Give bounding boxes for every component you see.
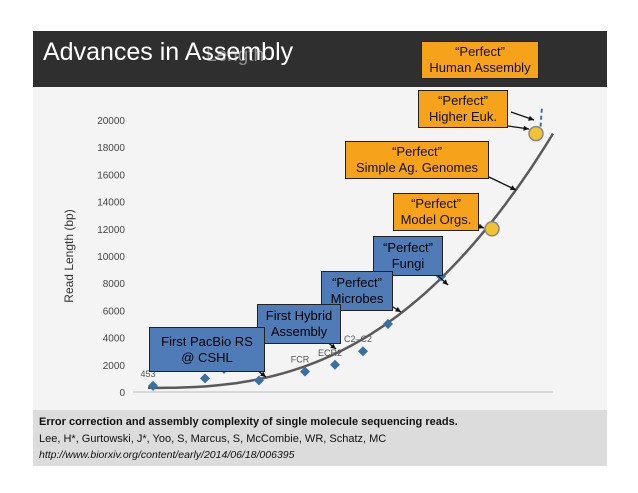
callout-line: “Perfect” — [455, 44, 505, 59]
callout-line: “Perfect” — [411, 196, 461, 211]
data-point-diamond — [358, 346, 368, 357]
data-point-diamond — [300, 366, 310, 377]
y-tick-label: 8000 — [103, 279, 126, 290]
callout-arrowhead — [523, 125, 529, 131]
citation-authors: Lee, H*, Gurtowski, J*, Yoo, S, Marcus, … — [39, 433, 387, 445]
data-point-diamond — [148, 380, 158, 391]
data-point-label: FCR — [291, 355, 310, 365]
callout-line: Higher Euk. — [429, 109, 497, 124]
data-point-label: 453 — [140, 369, 155, 379]
y-axis-title: Read Length (bp) — [62, 209, 76, 302]
callout-line: Microbes — [330, 291, 384, 306]
callout-line: Fungi — [391, 256, 425, 271]
callout-arrowhead — [330, 343, 336, 349]
projection-marker — [528, 125, 544, 142]
callout-line: Human Assembly — [429, 60, 531, 75]
callout-line: Model Orgs. — [400, 212, 472, 227]
callout-line: “Perfect” — [383, 240, 433, 255]
callout-first-pacbio-rs: First PacBio RS @ CSHL — [149, 327, 265, 372]
y-tick-label: 14000 — [97, 198, 125, 209]
read-length-chart: Read Length (bp) 0 2000 4000 6000 8000 10000 12… — [62, 106, 555, 399]
citation-title: Error correction and assembly complexity… — [39, 416, 458, 428]
callout-arrowhead — [260, 371, 266, 377]
data-point-label: ECR2 — [318, 348, 342, 358]
data-point-label: C2–C2 — [344, 334, 372, 344]
callout-model-organisms: “Perfect” Model Orgs. — [393, 193, 479, 231]
data-point-diamond — [383, 319, 393, 329]
callout-line: Simple Ag. Genomes — [355, 160, 479, 175]
y-tick-label: 12000 — [97, 225, 125, 236]
callout-first-hybrid-assembly: First Hybrid Assembly — [257, 304, 341, 344]
callout-fungi: “Perfect” Fungi — [373, 236, 443, 276]
projection-marker — [484, 221, 500, 237]
slide-title: Advances in Assembly — [43, 38, 294, 66]
callout-arrowhead — [478, 223, 484, 229]
y-tick-label: 18000 — [97, 143, 125, 154]
callout-simple-ag-genomes: “Perfect” Simple Ag. Genomes — [345, 141, 489, 179]
callout-arrowhead — [395, 306, 401, 312]
y-tick-label: 10000 — [97, 252, 125, 263]
y-tick-label: 20000 — [97, 116, 125, 127]
data-point-diamond — [254, 375, 264, 386]
y-tick-label: 4000 — [103, 334, 126, 345]
callout-higher-eukaryotes: “Perfect” Higher Euk. — [418, 90, 508, 128]
y-tick-label: 2000 — [103, 361, 126, 372]
callout-arrowhead — [442, 279, 448, 285]
callout-line: First Hybrid — [265, 308, 333, 323]
projection-dash — [539, 106, 543, 134]
callout-line: “Perfect” — [392, 144, 442, 159]
callout-human-assembly: “Perfect” Human Assembly — [421, 41, 539, 79]
y-tick-label: 6000 — [103, 306, 126, 317]
callout-arrowhead — [528, 115, 534, 121]
callout-line: @ CSHL — [181, 349, 233, 365]
callout-line: “Perfect” — [332, 275, 382, 290]
callout-arrowhead — [510, 185, 516, 190]
callout-line: “Perfect” — [438, 93, 488, 108]
callout-line: Assembly — [270, 324, 328, 339]
citation-caption: Error correction and assembly complexity… — [33, 410, 607, 466]
y-tick-label: 0 — [119, 388, 125, 399]
data-point-diamond — [330, 359, 340, 370]
chart-panel: Read Length (bp) 0 2000 4000 6000 8000 10000 12… — [33, 87, 607, 410]
callout-line: First PacBio RS — [161, 333, 253, 349]
citation-url: http://www.biorxiv.org/content/early/201… — [39, 449, 295, 461]
y-tick-label: 16000 — [97, 170, 125, 181]
ghost-title: Length — [206, 45, 265, 66]
data-point-diamond — [200, 373, 210, 384]
